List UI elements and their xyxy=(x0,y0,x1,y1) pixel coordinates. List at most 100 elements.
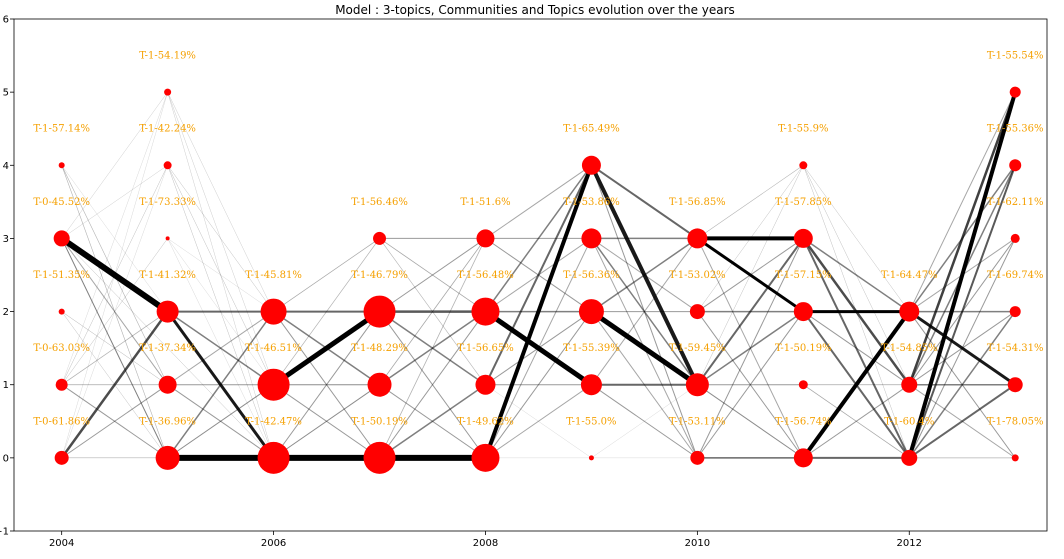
node-label-a2: T-1-51.35% xyxy=(33,270,90,281)
node-label-j3: T-1-62.11% xyxy=(987,197,1044,208)
node-b4 xyxy=(163,161,172,170)
node-label-d1: T-1-48.29% xyxy=(351,343,408,354)
node-c2 xyxy=(260,298,287,325)
edge-h4-i0 xyxy=(803,165,910,458)
edge-a0-b1 xyxy=(61,384,168,459)
node-label-e0: T-1-49.62% xyxy=(457,416,514,427)
edge-a3-b2 xyxy=(59,235,170,315)
node-label-e1: T-1-56.65% xyxy=(457,343,514,354)
edge-g0-h2 xyxy=(696,311,804,459)
edge-a0-b2 xyxy=(60,310,169,459)
edge-a4-b0 xyxy=(61,165,168,458)
edge-e0-f1 xyxy=(485,384,592,459)
edge-e2-f3 xyxy=(485,238,592,312)
edge-d2-e3 xyxy=(379,238,486,312)
node-j1 xyxy=(1007,377,1023,393)
edge-b4-c2 xyxy=(167,165,274,312)
node-d3 xyxy=(373,231,387,245)
node-label-b4: T-1-42.24% xyxy=(139,124,196,135)
edge-i1-j4 xyxy=(908,164,1016,386)
node-label-j4: T-1-55.36% xyxy=(987,124,1044,135)
node-label-g3: T-1-56.85% xyxy=(669,197,726,208)
edge-b3-c1 xyxy=(167,238,274,385)
node-label-j5: T-1-55.54% xyxy=(987,51,1044,62)
edge-f3-g1 xyxy=(590,237,698,386)
node-label-b1: T-1-37.34% xyxy=(139,343,196,354)
node-label-a4: T-1-57.14% xyxy=(33,124,90,135)
node-a3 xyxy=(53,230,70,247)
node-c0 xyxy=(257,441,290,474)
node-b2 xyxy=(156,300,179,323)
edge-i2-j1 xyxy=(908,310,1017,386)
edge-e3-f2 xyxy=(485,238,592,312)
node-label-h3: T-1-57.85% xyxy=(775,197,832,208)
edge-b3-c2 xyxy=(167,238,274,312)
edge-c2-d0 xyxy=(273,311,380,459)
edge-b1-c2 xyxy=(167,311,274,386)
labels-layer: T-0-61.86% T-0-63.03% T-1-51.35% T-0-45.52%… xyxy=(33,51,1043,428)
y-tick-label-3: 3 xyxy=(3,234,9,245)
node-i1 xyxy=(901,376,918,393)
y-tick-label-1: 1 xyxy=(3,380,9,391)
edge-a0-b4 xyxy=(61,165,168,458)
edge-a3-b4 xyxy=(61,165,168,239)
edge-g0-h3 xyxy=(696,238,804,459)
node-label-c2: T-1-45.81% xyxy=(245,270,302,281)
edge-f2-g0 xyxy=(591,311,698,459)
node-g2 xyxy=(689,304,705,320)
y-tick-label--1: −1 xyxy=(0,527,9,538)
edge-c0-d1 xyxy=(273,384,380,459)
edge-i1-j2 xyxy=(908,311,1016,386)
edge-d1-e2 xyxy=(379,310,486,386)
node-label-j0: T-1-78.05% xyxy=(987,416,1044,427)
edge-a3-c0 xyxy=(61,238,274,459)
edge-i2-j4 xyxy=(908,164,1016,313)
edge-d2-e0 xyxy=(379,311,486,459)
node-j2 xyxy=(1009,306,1021,318)
node-label-h4: T-1-55.9% xyxy=(778,124,828,135)
node-a2 xyxy=(58,308,65,315)
edge-g3-h4 xyxy=(697,165,804,239)
edge-d0-e2 xyxy=(379,311,486,459)
edge-h2-i1 xyxy=(803,311,910,386)
node-label-h1: T-1-50.19% xyxy=(775,343,832,354)
node-b1 xyxy=(158,375,177,394)
x-tick-label-2004: 2004 xyxy=(49,538,74,549)
node-i2 xyxy=(899,301,920,322)
node-d1 xyxy=(367,372,392,397)
edge-a2-b0 xyxy=(61,311,168,459)
edge-a3-b0 xyxy=(61,238,169,459)
edge-a3-b5 xyxy=(61,92,168,239)
node-h0 xyxy=(793,448,813,468)
node-label-e2: T-1-56.48% xyxy=(457,270,514,281)
node-b0 xyxy=(155,445,180,470)
edge-e1-f0 xyxy=(485,384,592,459)
node-label-f2: T-1-56.36% xyxy=(563,270,620,281)
node-c1 xyxy=(257,368,290,401)
node-e3 xyxy=(476,229,495,248)
node-j3 xyxy=(1010,233,1020,243)
x-tick-label-2008: 2008 xyxy=(473,538,498,549)
edge-c2-d3 xyxy=(273,238,380,312)
edge-f0-g1 xyxy=(591,384,698,459)
node-g3 xyxy=(687,228,708,249)
node-label-b2: T-1-41.32% xyxy=(139,270,196,281)
node-label-d2: T-1-46.79% xyxy=(351,270,408,281)
node-label-f3: T-1-53.86% xyxy=(563,197,620,208)
edges-layer xyxy=(59,91,1018,461)
node-label-f0: T-1-55.0% xyxy=(566,416,616,427)
edge-f2-g1 xyxy=(590,309,699,387)
y-tick-label-5: 5 xyxy=(3,88,9,99)
node-h3 xyxy=(793,228,813,248)
edge-i0-j1 xyxy=(908,383,1016,459)
edge-e0-f2 xyxy=(485,311,592,459)
edge-g2-h3 xyxy=(697,238,804,312)
edge-h3-i1 xyxy=(802,237,911,386)
node-j0 xyxy=(1011,454,1019,462)
node-g0 xyxy=(690,450,705,465)
node-label-i0: T-1-60.4% xyxy=(884,416,934,427)
node-label-b3: T-1-73.33% xyxy=(139,197,196,208)
edge-a0-b5 xyxy=(61,92,168,458)
edge-h2-i0 xyxy=(802,310,911,459)
